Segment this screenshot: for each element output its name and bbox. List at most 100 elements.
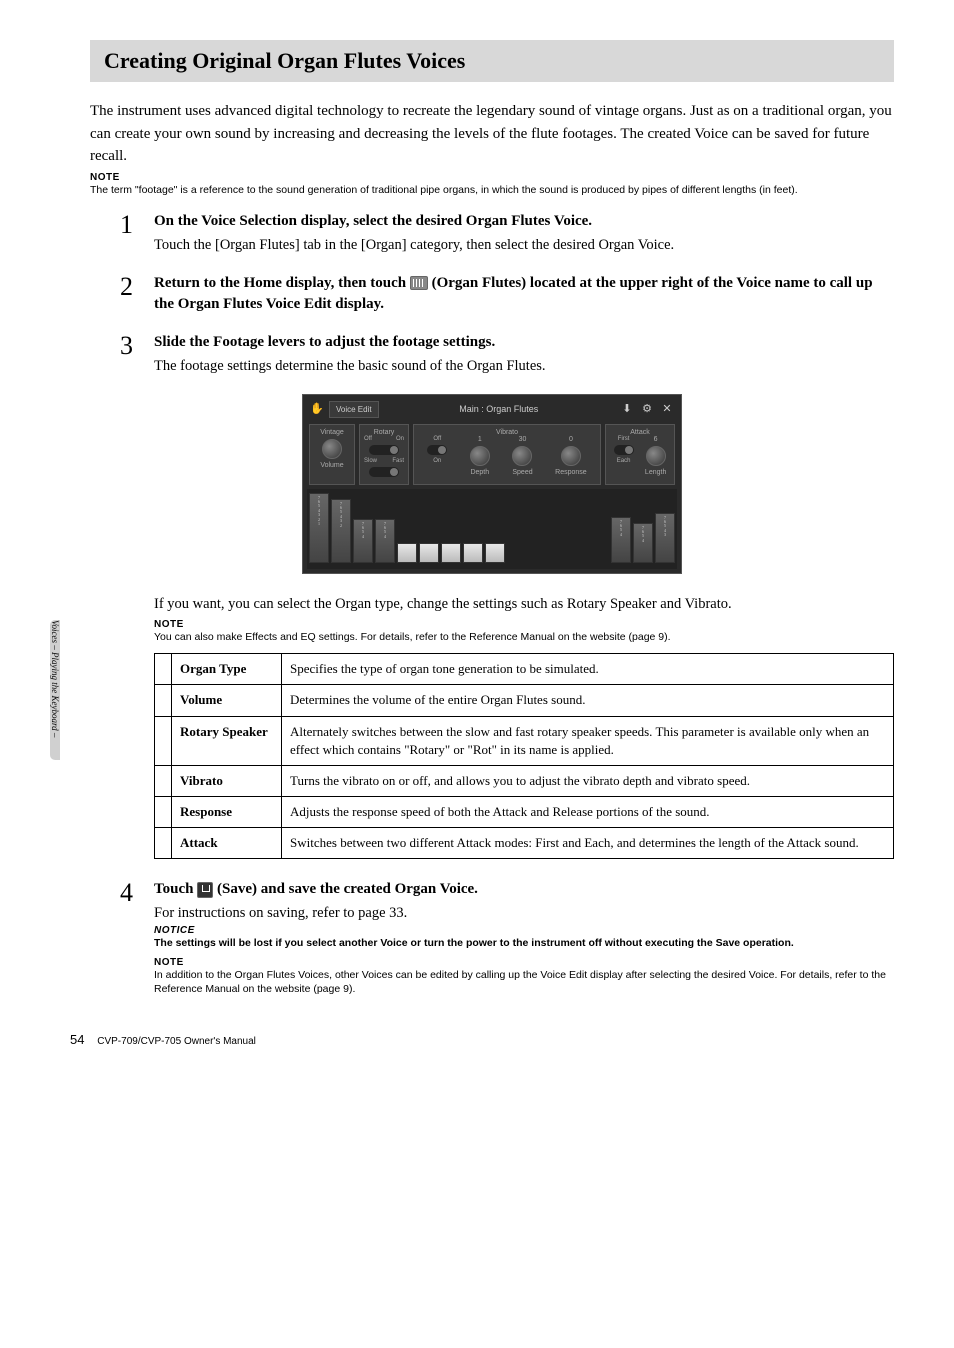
rotary-switch[interactable]: [369, 445, 399, 455]
drawbar-scale: 7654: [354, 520, 372, 540]
step-desc: Touch the [Organ Flutes] tab in the [Org…: [154, 235, 894, 257]
speed-knob[interactable]: [512, 446, 532, 466]
val-0: 0: [555, 436, 587, 443]
panel-label: Vintage: [314, 429, 350, 436]
volume-knob[interactable]: [322, 439, 342, 459]
val-1: 1: [470, 436, 490, 443]
step-title: On the Voice Selection display, select t…: [154, 211, 894, 233]
row-placeholder: [155, 765, 172, 796]
vibrato-off-switch[interactable]: [427, 445, 447, 455]
step-title-b: (Save) and save the created Organ Voice.: [217, 881, 478, 897]
param-desc: Turns the vibrato on or off, and allows …: [282, 765, 894, 796]
drawbar-row: 7654321765432765476547654765476543: [307, 489, 677, 569]
row-placeholder: [155, 716, 172, 765]
notice-text: The settings will be lost if you select …: [154, 936, 894, 951]
vib-on-label: On: [427, 458, 447, 464]
drawbar[interactable]: 7654: [375, 519, 395, 563]
slow-label: Slow: [364, 458, 377, 464]
param-desc: Switches between two different Attack mo…: [282, 828, 894, 859]
drawbar[interactable]: 7654: [633, 523, 653, 563]
row-placeholder: [155, 828, 172, 859]
drawbar[interactable]: 7654321: [309, 493, 329, 563]
gear-icon[interactable]: ⚙: [639, 401, 655, 417]
intro-paragraph: The instrument uses advanced digital tec…: [90, 100, 894, 168]
val-6: 6: [645, 436, 666, 443]
step-title-a: Touch: [154, 881, 197, 897]
drawbar-scale: 7654321: [310, 494, 328, 527]
side-text: Voices – Playing the Keyboard –: [50, 620, 60, 737]
screenshot-panels: Vintage Volume Rotary OffOn SlowFast Vib…: [307, 420, 677, 489]
table-row: Rotary SpeakerAlternately switches betwe…: [155, 716, 894, 765]
param-name: Vibrato: [172, 765, 282, 796]
row-placeholder: [155, 654, 172, 685]
rotary-panel[interactable]: Rotary OffOn SlowFast: [359, 424, 409, 485]
note-text: You can also make Effects and EQ setting…: [154, 630, 894, 645]
val-30: 30: [512, 436, 532, 443]
drawbar[interactable]: 7654: [353, 519, 373, 563]
drawbar[interactable]: 76543: [655, 513, 675, 563]
param-desc: Alternately switches between the slow an…: [282, 716, 894, 765]
drawbar-scale: 76543: [656, 514, 674, 538]
screenshot-wrap: 3 ✋ Voice Edit Main : Organ Flutes ⬇ ⚙ ✕…: [90, 394, 894, 574]
save-icon[interactable]: ⬇: [619, 401, 635, 417]
each-label: Each: [614, 458, 634, 464]
save-icon: [197, 882, 213, 898]
drawbar[interactable]: 765432: [331, 499, 351, 563]
attack-switch[interactable]: [614, 445, 634, 455]
param-name: Attack: [172, 828, 282, 859]
note-text: The term "footage" is a reference to the…: [90, 183, 894, 198]
param-desc: Specifies the type of organ tone generat…: [282, 654, 894, 685]
attack-panel: Attack First Each 6Length: [605, 424, 675, 485]
param-name: Organ Type: [172, 654, 282, 685]
row-placeholder: [155, 797, 172, 828]
drawbar[interactable]: [463, 543, 483, 563]
speed-switch[interactable]: [369, 467, 399, 477]
param-name: Volume: [172, 685, 282, 716]
table-row: VolumeDetermines the volume of the entir…: [155, 685, 894, 716]
drawbar[interactable]: 7654: [611, 517, 631, 563]
drawbar[interactable]: [485, 543, 505, 563]
vintage-panel[interactable]: Vintage Volume: [309, 424, 355, 485]
drawbar-scale: 7654: [612, 518, 630, 538]
table-row: VibratoTurns the vibrato on or off, and …: [155, 765, 894, 796]
length-knob[interactable]: [646, 446, 666, 466]
first-label: First: [614, 436, 634, 442]
table-row: AttackSwitches between two different Att…: [155, 828, 894, 859]
step-3: 3 Slide the Footage levers to adjust the…: [90, 332, 894, 378]
voice-edit-screenshot: ✋ Voice Edit Main : Organ Flutes ⬇ ⚙ ✕ V…: [302, 394, 682, 574]
volume-label: Volume: [314, 462, 350, 469]
param-name: Response: [172, 797, 282, 828]
screenshot-top-bar: ✋ Voice Edit Main : Organ Flutes ⬇ ⚙ ✕: [307, 399, 677, 420]
drawbar-scale: 765432: [332, 500, 350, 528]
drawbar-scale: 7654: [376, 520, 394, 540]
organ-flutes-icon: [410, 276, 428, 290]
response-knob[interactable]: [561, 446, 581, 466]
drawbar[interactable]: [419, 543, 439, 563]
page-number: 54: [70, 1032, 84, 1047]
step3-after: If you want, you can select the Organ ty…: [154, 594, 894, 616]
manual-name: CVP-709/CVP-705 Owner's Manual: [97, 1036, 256, 1047]
depth-knob[interactable]: [470, 446, 490, 466]
step-num: 1: [120, 211, 154, 257]
step-title: Return to the Home display, then touch (…: [154, 273, 894, 317]
drawbar[interactable]: [397, 543, 417, 563]
page-footer: 54 CVP-709/CVP-705 Owner's Manual: [70, 1032, 256, 1047]
step-title-a: Return to the Home display, then touch: [154, 275, 410, 291]
table-row: Organ TypeSpecifies the type of organ to…: [155, 654, 894, 685]
step-num: 3: [120, 332, 154, 378]
section-header: Creating Original Organ Flutes Voices: [90, 40, 894, 82]
close-icon[interactable]: ✕: [659, 401, 675, 417]
params-table: Organ TypeSpecifies the type of organ to…: [154, 653, 894, 859]
param-desc: Adjusts the response speed of both the A…: [282, 797, 894, 828]
panel-label: Attack: [610, 429, 670, 436]
voice-edit-button[interactable]: Voice Edit: [329, 401, 379, 418]
step-desc: The footage settings determine the basic…: [154, 356, 894, 378]
depth-label: Depth: [470, 469, 490, 476]
drawbar[interactable]: [441, 543, 461, 563]
notice-label: NOTICE: [154, 925, 894, 936]
note-label: NOTE: [90, 172, 894, 183]
note-label: NOTE: [154, 957, 894, 968]
step-num: 2: [120, 273, 154, 317]
fast-label: Fast: [392, 458, 404, 464]
off-label: Off: [364, 436, 372, 442]
